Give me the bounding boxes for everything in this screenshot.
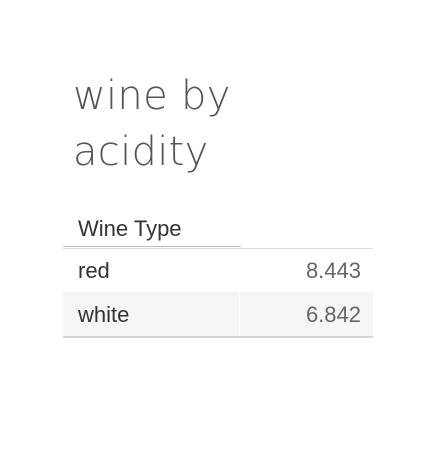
row-value: 6.842	[305, 302, 361, 327]
row-label: white	[78, 302, 130, 327]
chart-title: wine by acidity	[73, 68, 273, 180]
row-value: 8.443	[305, 258, 361, 283]
table-header-row: Wine Type	[63, 210, 373, 249]
row-label: red	[78, 258, 110, 283]
column-separator	[239, 292, 240, 336]
header-underline	[63, 246, 241, 247]
header-divider	[63, 248, 373, 249]
chart-title-line-1: wine by	[73, 73, 231, 119]
chart-title-line-2: acidity	[73, 129, 209, 175]
table-bottom-rule	[63, 336, 373, 338]
table-row[interactable]: white 6.842	[63, 292, 373, 336]
data-table: Wine Type red 8.443 white 6.842	[63, 210, 373, 338]
column-header-wine-type[interactable]: Wine Type	[78, 216, 182, 241]
table-row[interactable]: red 8.443	[63, 248, 373, 292]
